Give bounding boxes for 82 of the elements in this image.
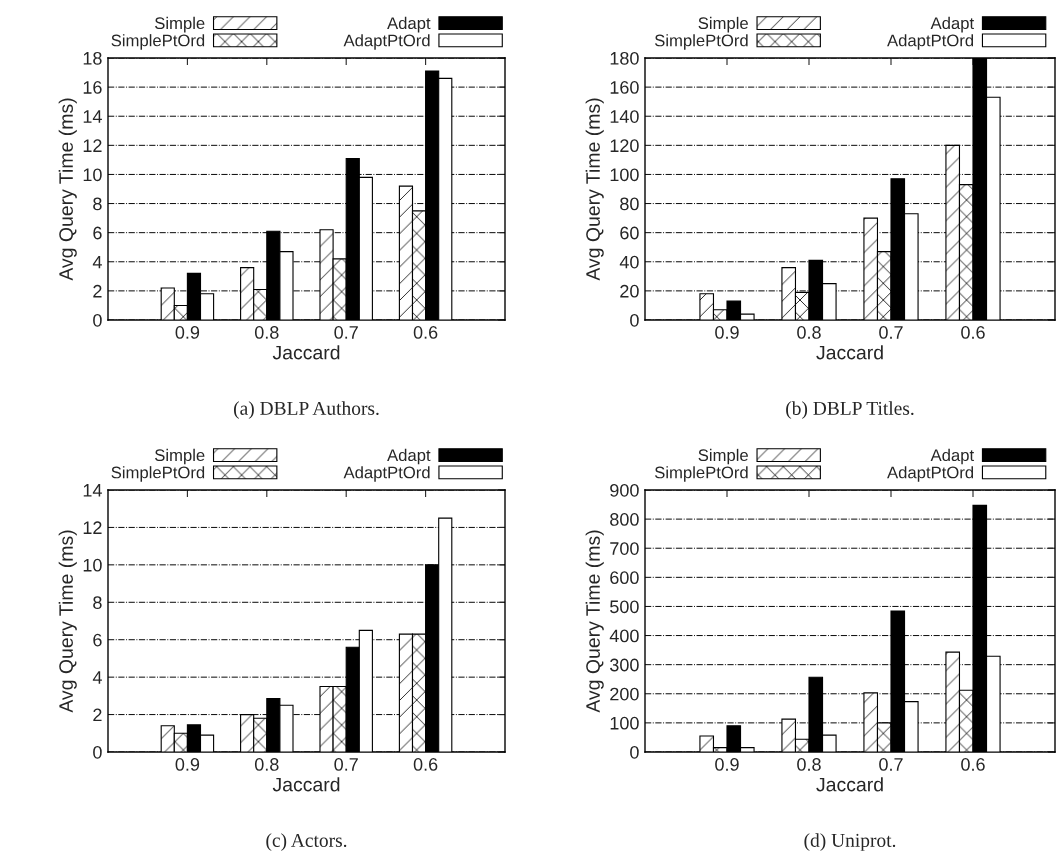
y-tick-label: 8 [93, 197, 102, 211]
x-tick-label: 0.9 [175, 326, 200, 339]
y-tick-label: 4 [92, 671, 102, 684]
legend-label: Adapt [930, 448, 974, 465]
y-tick-label: 180 [610, 51, 639, 65]
y-tick-label: 900 [610, 483, 639, 497]
y-tick-label: 14 [83, 484, 102, 497]
legend-label: Simple [698, 16, 748, 33]
y-tick-label: 400 [609, 629, 639, 643]
y-axis-title: Avg Query Time (ms) [58, 98, 77, 281]
y-tick-label: 0 [93, 313, 102, 327]
legend-label: AdaptPtOrd [343, 466, 430, 482]
y-tick-label: 100 [610, 168, 639, 182]
legend-label: Adapt [387, 16, 431, 33]
y-tick-label: 120 [610, 139, 639, 153]
y-tick-label: 0 [630, 745, 639, 759]
text: (c) Actors. [266, 833, 347, 851]
legend-label: Simple [698, 448, 748, 465]
x-tick-label: 0.6 [413, 326, 438, 339]
legend-label: Adapt [387, 448, 431, 465]
legend-label: AdaptPtOrd [343, 34, 430, 50]
y-tick-label: 16 [83, 81, 102, 94]
y-tick-label: 8 [93, 596, 102, 610]
x-axis-title: Jaccard [816, 777, 883, 792]
x-tick-label: 0.6 [413, 758, 438, 771]
x-tick-label: 0.7 [879, 758, 903, 771]
y-tick-label: 12 [83, 521, 102, 534]
x-axis-title: Jaccard [272, 777, 340, 792]
y-tick-label: 800 [610, 513, 639, 526]
x-tick-label: 0.8 [254, 326, 279, 339]
y-tick-label: 12 [83, 139, 102, 152]
y-tick-label: 14 [83, 110, 102, 123]
y-tick-label: 300 [610, 658, 639, 672]
legend-label: Simple [155, 16, 205, 33]
legend-label: SimplePtOrd [111, 34, 205, 50]
y-tick-label: 10 [83, 168, 102, 182]
legend-label: AdaptPtOrd [887, 466, 974, 482]
y-tick-label: 100 [610, 716, 639, 730]
x-tick-label: 0.6 [961, 326, 985, 339]
x-tick-label: 0.6 [961, 758, 985, 771]
y-tick-label: 0 [93, 745, 102, 759]
y-axis-title: Avg Query Time (ms) [58, 530, 77, 713]
y-tick-label: 500 [610, 600, 639, 614]
y-axis-title: Avg Query Time (ms) [585, 530, 604, 713]
y-tick-label: 20 [620, 284, 639, 298]
y-tick-label: 40 [619, 255, 639, 269]
y-tick-label: 140 [610, 110, 639, 123]
x-tick-label: 0.9 [175, 758, 200, 771]
x-tick-label: 0.7 [334, 326, 358, 339]
text: (b) DBLP Titles. [786, 401, 914, 419]
y-tick-label: 200 [610, 687, 639, 701]
legend-label: SimplePtOrd [654, 34, 748, 50]
y-tick-label: 60 [620, 226, 639, 240]
x-axis-title: Jaccard [816, 345, 883, 360]
x-tick-label: 0.8 [254, 758, 279, 771]
x-tick-label: 0.7 [879, 326, 903, 339]
legend-label: Adapt [930, 16, 974, 33]
x-tick-label: 0.8 [797, 758, 821, 771]
text: (d) Uniprot. [804, 833, 896, 851]
legend-label: Simple [155, 448, 205, 465]
x-axis-title: Jaccard [272, 345, 340, 360]
legend-label: AdaptPtOrd [887, 34, 974, 50]
text: (a) DBLP Authors. [233, 401, 379, 419]
x-tick-label: 0.9 [715, 326, 739, 339]
y-tick-label: 2 [93, 284, 102, 298]
y-tick-label: 6 [93, 226, 102, 240]
x-tick-label: 0.7 [334, 758, 358, 771]
x-tick-label: 0.8 [797, 326, 821, 339]
y-axis-title: Avg Query Time (ms) [585, 98, 604, 281]
legend-label: SimplePtOrd [111, 466, 205, 482]
y-tick-label: 80 [620, 197, 639, 211]
y-tick-label: 600 [610, 571, 639, 585]
legend-label: SimplePtOrd [654, 466, 748, 482]
x-tick-label: 0.9 [715, 758, 739, 771]
y-tick-label: 18 [83, 51, 102, 65]
y-tick-label: 700 [610, 542, 639, 555]
y-tick-label: 160 [610, 81, 639, 94]
y-tick-label: 4 [92, 255, 102, 269]
y-tick-label: 0 [630, 313, 639, 327]
y-tick-label: 6 [93, 633, 102, 647]
y-tick-label: 10 [83, 558, 102, 572]
y-tick-label: 2 [93, 708, 102, 722]
